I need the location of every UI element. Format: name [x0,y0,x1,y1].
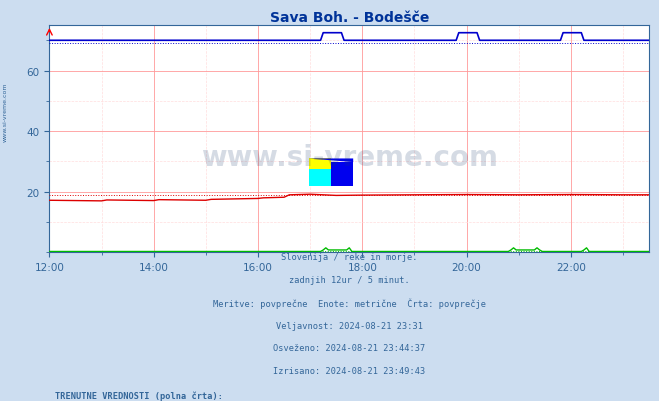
Text: Meritve: povprečne  Enote: metrične  Črta: povprečje: Meritve: povprečne Enote: metrične Črta:… [213,298,486,308]
Bar [331,163,353,186]
Text: Veljavnost: 2024-08-21 23:31: Veljavnost: 2024-08-21 23:31 [275,321,423,330]
Text: Osveženo: 2024-08-21 23:44:37: Osveženo: 2024-08-21 23:44:37 [273,343,426,352]
Polygon shape [309,159,353,163]
Text: Izrisano: 2024-08-21 23:49:43: Izrisano: 2024-08-21 23:49:43 [273,366,426,375]
Text: www.si-vreme.com: www.si-vreme.com [201,144,498,172]
Text: zadnjih 12ur / 5 minut.: zadnjih 12ur / 5 minut. [289,275,410,284]
Bar [309,159,331,186]
Text: TRENUTNE VREDNOSTI (polna črta):: TRENUTNE VREDNOSTI (polna črta): [55,390,223,400]
Title: Sava Boh. - Bodešče: Sava Boh. - Bodešče [270,11,429,25]
Text: www.si-vreme.com: www.si-vreme.com [3,83,8,142]
Text: Slovenija / reke in morje.: Slovenija / reke in morje. [281,253,418,262]
Bar [309,170,331,186]
